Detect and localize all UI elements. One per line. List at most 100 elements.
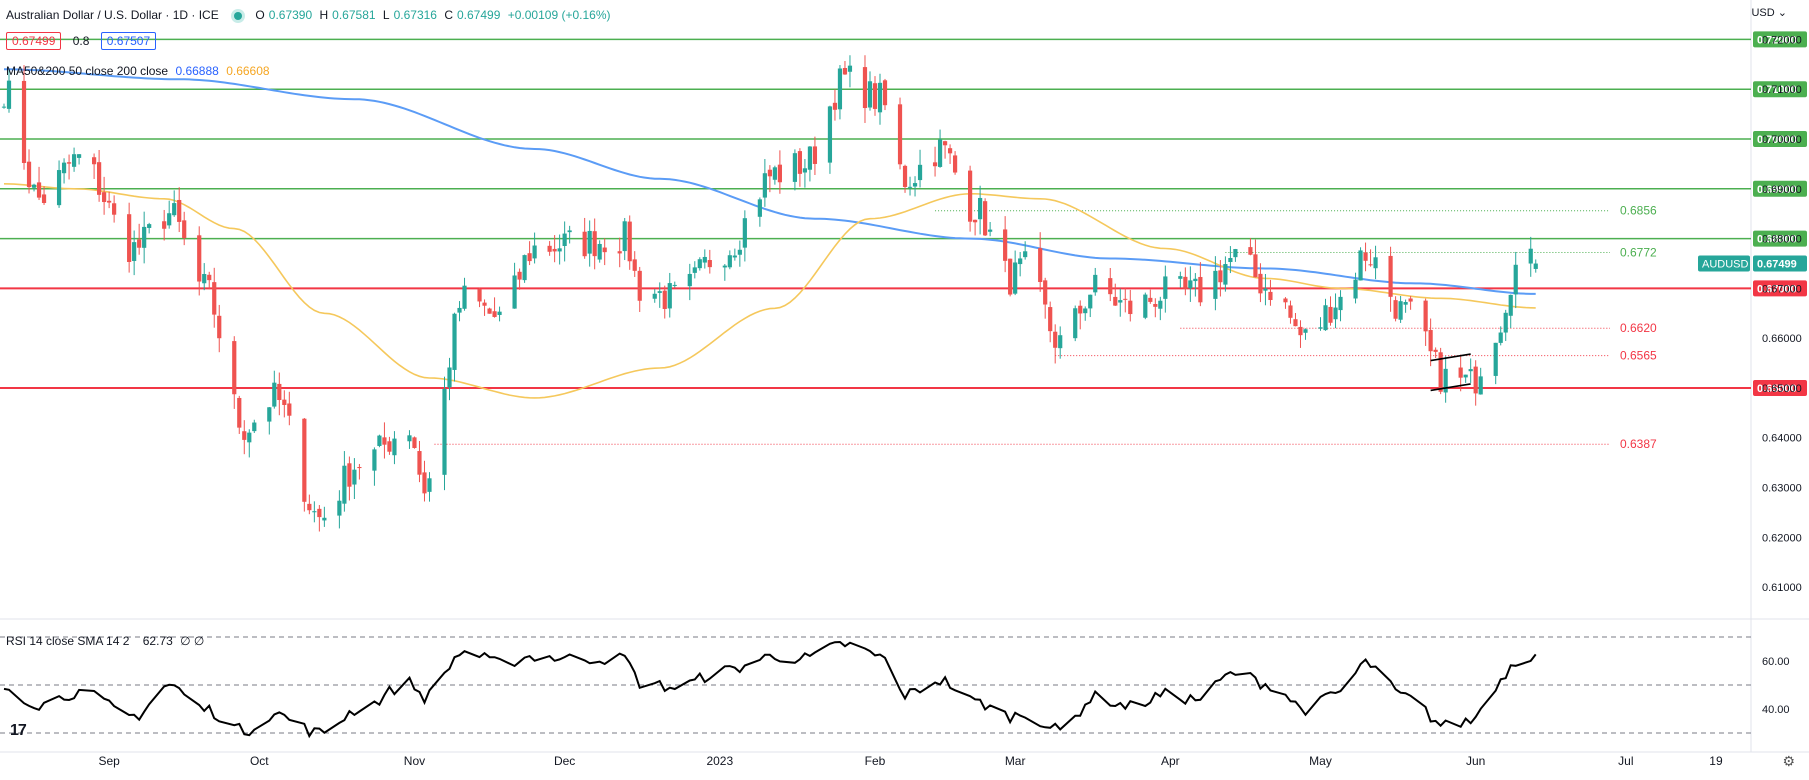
candle: [1473, 360, 1478, 406]
candle-body: [357, 467, 362, 469]
ma-legend[interactable]: MA50&200 50 close 200 close 0.66888 0.66…: [6, 64, 274, 78]
level-price-label: 0.69000: [1757, 184, 1797, 196]
candle-body: [802, 168, 808, 173]
candle-body: [322, 517, 327, 521]
candle-body: [522, 255, 527, 281]
candle-body: [667, 283, 672, 309]
candle: [167, 200, 172, 229]
candle: [912, 176, 918, 197]
candle: [812, 136, 818, 176]
candle-body: [1268, 291, 1273, 301]
candle-body: [672, 284, 677, 286]
candle: [282, 390, 287, 418]
candle-body: [1003, 229, 1008, 261]
candle-body: [1113, 296, 1118, 306]
candle: [532, 232, 537, 264]
x-tick-label: 2023: [706, 754, 733, 768]
candle: [947, 144, 953, 164]
x-tick-label: Jun: [1466, 754, 1485, 768]
candle-body: [1053, 331, 1058, 348]
candle-body: [907, 186, 913, 188]
candle: [802, 159, 808, 188]
candle-body: [1023, 251, 1028, 258]
low-label: L: [382, 8, 390, 22]
candle: [772, 165, 777, 185]
symbol-title[interactable]: Australian Dollar / U.S. Dollar · 1D · I…: [6, 8, 219, 22]
buy-price-button[interactable]: 0.67507: [100, 32, 157, 50]
candle-body: [842, 67, 848, 75]
candle: [1053, 324, 1058, 364]
candle-body: [597, 243, 602, 260]
candle-body: [427, 478, 432, 492]
candle-body: [1463, 374, 1468, 378]
candle: [1328, 296, 1333, 326]
candle: [662, 285, 667, 319]
candle: [1303, 328, 1308, 340]
candle: [617, 237, 622, 268]
level-price-label: 0.68000: [1757, 234, 1797, 246]
candle-body: [1423, 300, 1428, 332]
candle: [442, 376, 447, 491]
candle-body: [267, 407, 272, 422]
candle: [287, 391, 292, 426]
level-price-label: 0.67000: [1757, 283, 1797, 295]
candle-body: [707, 260, 712, 268]
candle: [722, 264, 727, 281]
candle: [1363, 242, 1368, 272]
candle: [422, 460, 427, 502]
candle-body: [1443, 368, 1448, 393]
candle-body: [177, 199, 182, 222]
candle: [702, 249, 707, 269]
rsi-legend[interactable]: RSI 14 close SMA 14 2 62.73 ∅ ∅: [6, 634, 208, 648]
candle: [392, 431, 397, 465]
candle: [562, 221, 567, 262]
candle-body: [1353, 279, 1358, 299]
candle: [797, 148, 803, 187]
candle-body: [97, 162, 102, 195]
symbol-tag-bg: [1698, 255, 1750, 272]
candle-body: [1218, 270, 1223, 283]
candle: [1503, 309, 1508, 341]
candle: [97, 149, 102, 202]
candle: [447, 357, 452, 401]
candle: [1038, 232, 1043, 292]
candle-body: [377, 435, 382, 446]
tradingview-logo-icon[interactable]: 17: [10, 722, 27, 739]
candle: [387, 436, 392, 455]
candle-body: [1398, 301, 1403, 320]
candle-body: [287, 403, 292, 416]
candle: [137, 223, 142, 255]
candle: [757, 197, 762, 227]
candle: [247, 429, 252, 458]
spread-value: 0.8: [72, 34, 90, 48]
candle-body: [1303, 329, 1308, 333]
horizontal-levels: 0.72000 0.71000 0.70000 0.69000 0.68000 0.670…: [0, 31, 1807, 451]
fib-level-label: 0.6565: [1620, 349, 1657, 363]
candle: [232, 336, 237, 409]
candle-body: [317, 508, 322, 518]
currency-selector[interactable]: USD ⌄: [1751, 6, 1787, 19]
candle-body: [1338, 296, 1343, 311]
rsi-tick-label: 60.00: [1762, 656, 1790, 668]
candle-body: [56, 170, 62, 206]
sell-price-button[interactable]: 0.67499: [6, 32, 62, 50]
candle: [1323, 298, 1328, 331]
candle-body: [352, 469, 357, 485]
candle-body: [662, 290, 667, 309]
candle: [1533, 259, 1538, 273]
candle-body: [902, 165, 908, 187]
candle: [76, 154, 82, 165]
candle-body: [622, 221, 627, 252]
candle: [627, 215, 632, 270]
candle: [497, 306, 502, 322]
candle-body: [247, 432, 252, 443]
candle: [667, 272, 672, 318]
candle: [357, 463, 362, 480]
candle-body: [252, 422, 257, 432]
candle: [742, 210, 747, 262]
gear-icon[interactable]: ⚙: [1782, 753, 1795, 769]
y-tick-label: 0.66000: [1762, 333, 1802, 345]
candle-body: [862, 67, 868, 109]
candle: [1218, 260, 1223, 297]
